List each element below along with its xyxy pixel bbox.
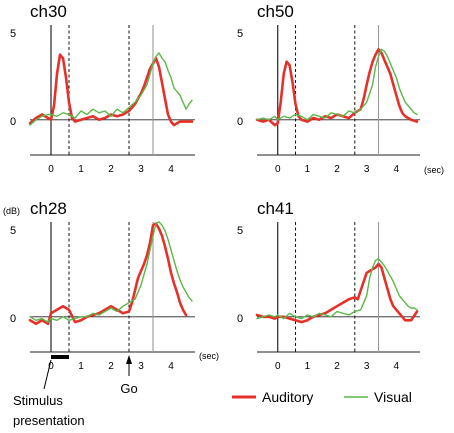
x-tick-label: 1 [78, 164, 84, 175]
x-tick-label: 4 [394, 164, 400, 175]
x-tick-label: 3 [138, 164, 144, 175]
visual-series-line [256, 48, 418, 121]
panel-title: ch28 [30, 199, 67, 218]
x-tick-label: 4 [168, 164, 174, 175]
y-tick-label: 0 [10, 116, 16, 128]
x-tick-label: 0 [48, 164, 54, 175]
stimulus-label-line2: presentation [13, 413, 85, 428]
y-tick-label: 0 [237, 116, 243, 128]
legend-label-auditory: Auditory [262, 389, 313, 405]
y-tick-label: 5 [237, 28, 243, 40]
x-tick-label: 2 [108, 361, 114, 372]
y-tick-label: 0 [237, 313, 243, 325]
x-tick-label: 3 [364, 164, 370, 175]
x-tick-label: 0 [48, 361, 54, 372]
go-arrow-head [126, 355, 132, 364]
y-tick-label: 5 [237, 225, 243, 237]
auditory-series-line [255, 48, 419, 127]
x-tick-label: 3 [138, 361, 144, 372]
x-tick-label: 2 [334, 164, 340, 175]
x-tick-label: 4 [394, 361, 400, 372]
y-tick-label: 0 [10, 313, 16, 325]
stimulus-label-line1: Stimulus [13, 393, 63, 408]
y-tick-label: 5 [10, 225, 16, 237]
x-tick-label: 1 [78, 361, 84, 372]
y-tick-label: 5 [10, 28, 16, 40]
x-tick-label: 1 [305, 361, 311, 372]
panel-title: ch30 [30, 2, 67, 21]
x-unit-label: (sec) [199, 351, 219, 361]
panel-title: ch41 [257, 199, 294, 218]
auditory-series-line [28, 222, 188, 326]
x-tick-label: 2 [334, 361, 340, 372]
visual-series-line [29, 52, 193, 126]
x-tick-label: 1 [305, 164, 311, 175]
legend-label-visual: Visual [374, 389, 412, 405]
visual-series-line [29, 221, 193, 323]
x-tick-label: 4 [168, 361, 174, 372]
panel-title: ch50 [257, 2, 294, 21]
go-label: Go [120, 381, 137, 396]
auditory-series-line [255, 262, 419, 324]
x-tick-label: 0 [275, 361, 281, 372]
auditory-series-line [28, 53, 194, 127]
y-unit-label: (dB) [3, 206, 20, 216]
x-tick-label: 3 [364, 361, 370, 372]
x-unit-label: (sec) [424, 165, 444, 175]
visual-series-line [256, 258, 418, 320]
x-tick-label: 2 [108, 164, 114, 175]
x-tick-label: 0 [275, 164, 281, 175]
stimulus-pointer [43, 359, 52, 390]
